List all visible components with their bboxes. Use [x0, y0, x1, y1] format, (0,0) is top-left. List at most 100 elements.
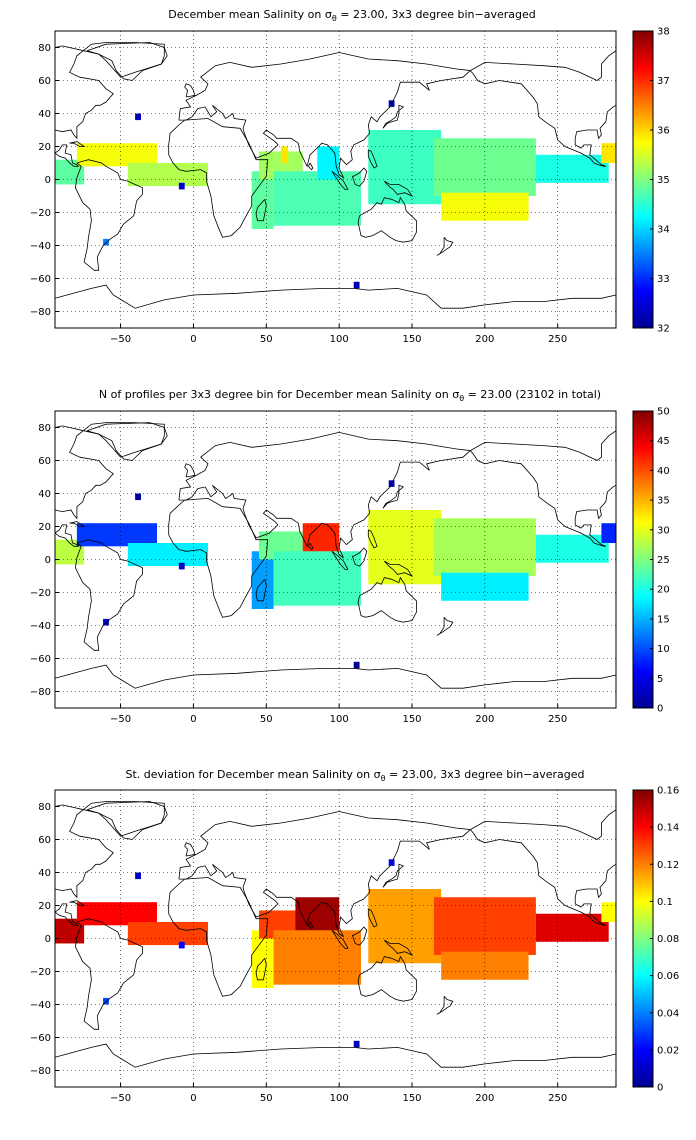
- y-tick-label: 40: [38, 109, 51, 120]
- x-tick-label: 50: [260, 334, 273, 345]
- data-region: [280, 146, 289, 163]
- coastline: [54, 664, 617, 689]
- colorbar-tick-label: 50: [657, 407, 670, 418]
- coastline: [54, 903, 80, 926]
- y-tick-label: 20: [38, 901, 51, 912]
- x-tick-label: −50: [110, 334, 131, 345]
- coastline: [74, 539, 143, 651]
- panel-title: St. deviation for December mean Salinity…: [125, 768, 584, 783]
- colorbar-tick-label: 0.04: [657, 1008, 679, 1019]
- colorbar-tick-label: 0.1: [657, 897, 673, 908]
- data-region: [601, 523, 616, 543]
- salinity-panel: December mean Salinity on σθ = 23.00, 3x…: [30, 8, 670, 345]
- coastline: [382, 104, 405, 129]
- y-tick-label: −80: [30, 307, 51, 318]
- coastline: [86, 801, 168, 840]
- coastline: [54, 42, 165, 140]
- y-tick-label: 20: [38, 522, 51, 533]
- data-region: [76, 902, 157, 926]
- colorbar-tick-label: 25: [657, 555, 670, 566]
- coastline: [308, 921, 314, 930]
- coastline: [384, 180, 414, 197]
- x-tick-label: −50: [110, 1093, 131, 1104]
- data-region: [103, 997, 109, 1005]
- panel-title: December mean Salinity on σθ = 23.00, 3x…: [168, 8, 535, 23]
- x-tick-label: 0: [190, 334, 196, 345]
- y-tick-label: 80: [38, 423, 51, 434]
- data-region: [76, 143, 157, 167]
- x-tick-label: 100: [330, 714, 349, 725]
- coastline: [86, 422, 168, 461]
- coastline: [308, 542, 314, 551]
- coastline: [357, 955, 417, 1002]
- data-region: [441, 192, 529, 221]
- colorbar-tick-label: 45: [657, 436, 670, 447]
- panel-title: N of profiles per 3x3 degree bin for Dec…: [99, 388, 601, 403]
- colorbar-tick-label: 10: [657, 644, 670, 655]
- coastline: [255, 579, 267, 602]
- coastline: [184, 83, 196, 98]
- colorbar-tick-label: 30: [657, 525, 670, 536]
- colorbar-tick-label: 37: [657, 76, 670, 87]
- colorbar-tick-label: 0.02: [657, 1045, 679, 1056]
- colorbar-tick-label: 0.14: [657, 823, 679, 834]
- data-region: [353, 281, 360, 289]
- coastline: [86, 42, 168, 81]
- data-region: [251, 930, 274, 988]
- data-region: [368, 889, 442, 964]
- data-region: [368, 510, 442, 585]
- y-tick-label: −40: [30, 241, 51, 252]
- data-region: [353, 1040, 360, 1048]
- x-tick-label: 50: [260, 714, 273, 725]
- coastline: [367, 529, 378, 549]
- coastline: [351, 167, 368, 187]
- data-region: [273, 930, 361, 985]
- coastlines: [54, 801, 617, 1068]
- x-tick-label: 0: [190, 714, 196, 725]
- y-tick-label: −60: [30, 1033, 51, 1044]
- data-region: [103, 618, 109, 626]
- colorbar-ticks: 32 33 34 35 36 37 38: [650, 27, 670, 335]
- coastline: [351, 547, 368, 567]
- data-region: [135, 113, 141, 121]
- data-region: [368, 130, 442, 205]
- data-region: [178, 182, 185, 190]
- colorbar-ticks: 0 5 10 15 20 25 30 35 40 45 50: [650, 407, 670, 715]
- colorbar-tick-label: 0: [657, 704, 663, 715]
- coastline: [367, 908, 378, 928]
- y-tick-label: −40: [30, 621, 51, 632]
- colorbar-tick-label: 34: [657, 225, 670, 236]
- colorbar-tick-label: 5: [657, 674, 663, 685]
- colorbar-tick-label: 33: [657, 274, 670, 285]
- data-region: [135, 872, 141, 880]
- y-tick-label: 0: [45, 555, 51, 566]
- coastline: [436, 237, 454, 256]
- coastline: [184, 842, 196, 857]
- coastline: [168, 877, 269, 997]
- data-regions: [55, 859, 616, 1048]
- coastline: [255, 958, 267, 981]
- data-regions: [55, 100, 616, 289]
- coastline: [74, 918, 143, 1030]
- y-tick-label: −20: [30, 588, 51, 599]
- coastline: [357, 196, 417, 243]
- colorbar-tick-label: 15: [657, 614, 670, 625]
- y-tick-label: −40: [30, 1000, 51, 1011]
- colorbar-tick-label: 0.06: [657, 971, 679, 982]
- y-tick-label: 20: [38, 142, 51, 153]
- coastlines: [54, 42, 617, 309]
- coastline: [178, 811, 472, 938]
- coastline: [255, 199, 267, 222]
- grid-lines: [55, 790, 616, 1087]
- data-region: [535, 913, 609, 942]
- coastline: [308, 162, 314, 171]
- y-tick-label: 0: [45, 934, 51, 945]
- data-region: [251, 171, 274, 229]
- coastline: [436, 617, 454, 636]
- data-region: [103, 238, 109, 246]
- y-axis-ticks: 80 60 40 20 0 −20 −40 −60 −80: [30, 43, 59, 318]
- y-tick-label: −20: [30, 208, 51, 219]
- y-axis-ticks: 80 60 40 20 0 −20 −40 −60 −80: [30, 423, 59, 698]
- x-axis-ticks: −50 0 50 100 150 200 250: [110, 704, 567, 725]
